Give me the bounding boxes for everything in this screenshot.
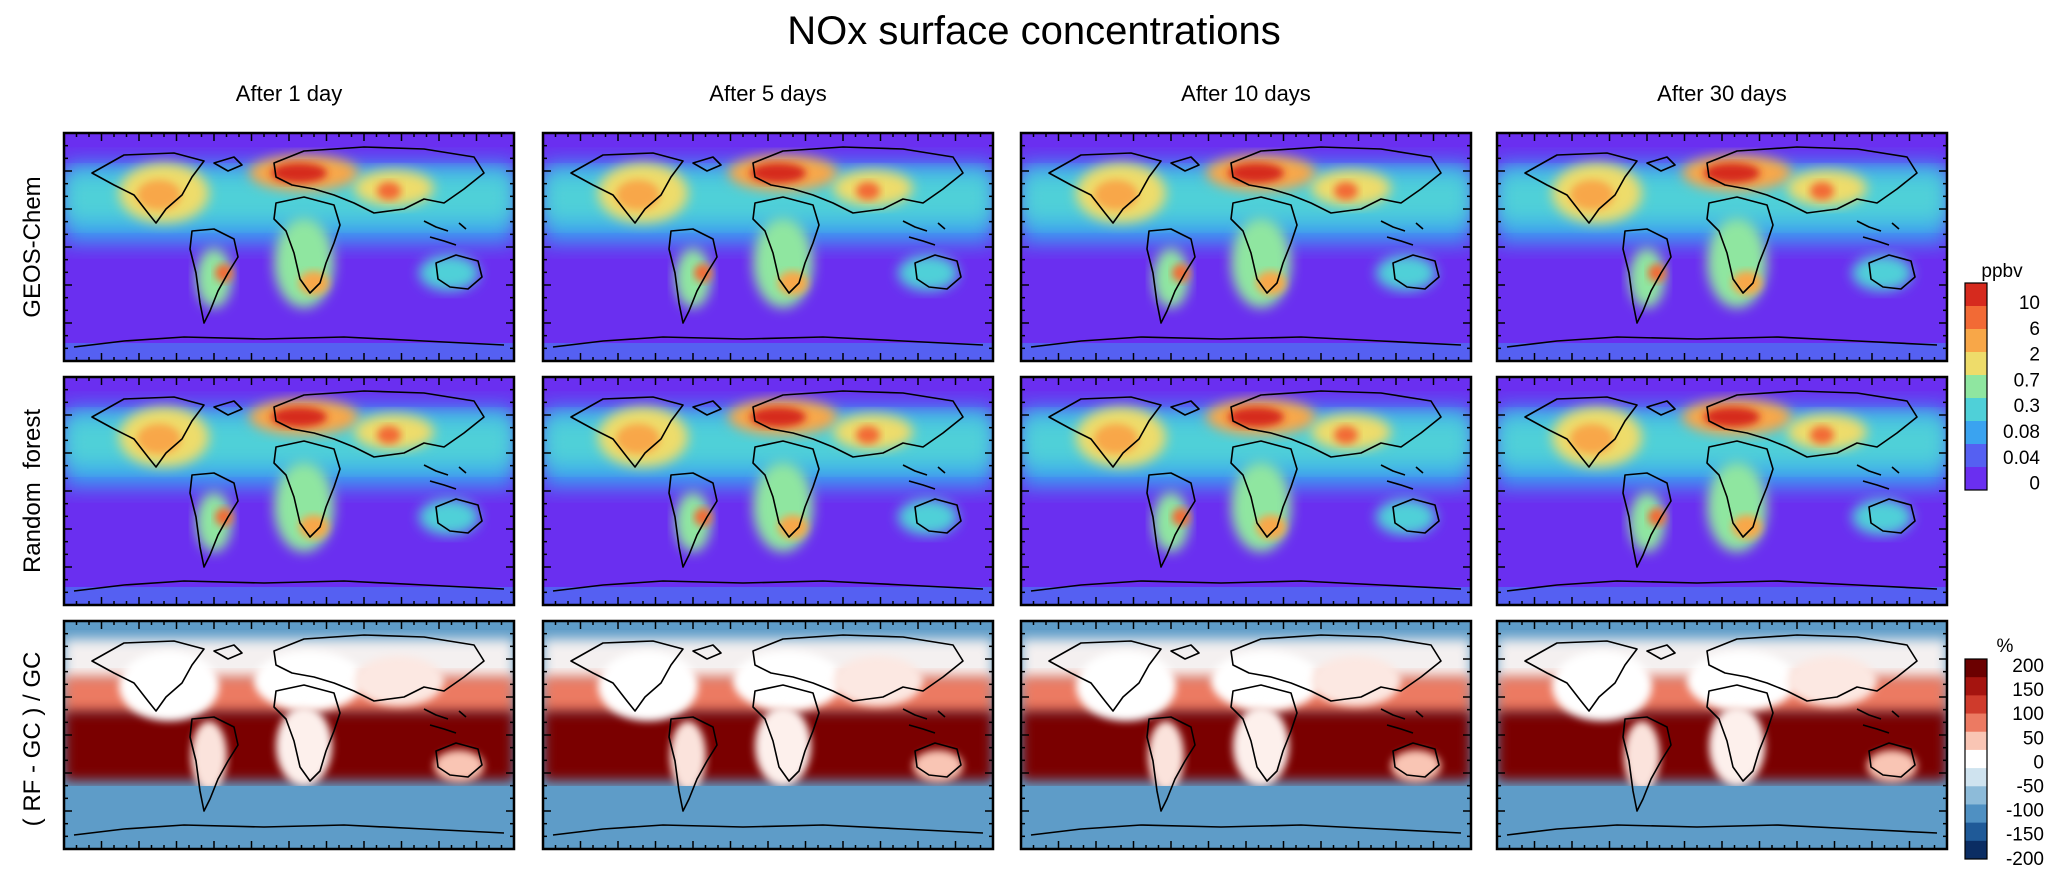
map-field: [64, 133, 514, 361]
map-panel: [1495, 131, 1949, 363]
map-panel: [1019, 619, 1473, 851]
colorbar-tick-label: 0: [2033, 752, 2044, 773]
row-label: GEOS-Chem: [19, 176, 46, 317]
column-header: After 30 days: [1657, 81, 1787, 106]
colorbar-tick-label: 0.7: [2014, 370, 2040, 391]
map-panel: [62, 375, 516, 607]
map-panel: [1495, 619, 1949, 851]
colorbar-swatch: [1965, 786, 1987, 805]
colorbar-tick-label: 0.08: [2003, 422, 2040, 443]
colorbar-swatch: [1965, 822, 1987, 842]
colorbar-tick-label: 10: [2019, 293, 2040, 314]
colorbar-swatch: [1965, 840, 1987, 860]
map-field: [1497, 133, 1947, 361]
colorbar-swatch: [1965, 768, 1987, 787]
colorbar-tick-label: -200: [2006, 849, 2044, 870]
map-panel: [541, 375, 995, 607]
map-field: [1497, 621, 1947, 849]
panel-ticks: [543, 377, 993, 605]
column-headers: After 1 day After 5 days After 10 days A…: [236, 81, 1787, 106]
column-header: After 5 days: [709, 81, 826, 106]
panel-ticks: [1497, 133, 1947, 361]
colorbar-ppbv: ppbv 10 6 2 0.7 0.3 0.08 0.04 0: [1964, 261, 2040, 495]
colorbar-swatch: [1965, 421, 1987, 445]
colorbar-swatch: [1965, 677, 1987, 696]
map-field: [1021, 621, 1471, 849]
colorbar-tick-label: 50: [2023, 728, 2044, 749]
colorbar-swatch: [1965, 283, 1987, 307]
figure-title: NOx surface concentrations: [787, 9, 1281, 53]
map-field: [543, 621, 993, 849]
row-label: Random forest: [19, 409, 46, 573]
colorbar-tick-label: 200: [2012, 656, 2044, 677]
map-field: [543, 133, 993, 361]
colorbar-tick-label: 6: [2029, 319, 2040, 340]
map-field: [64, 377, 514, 605]
colorbar-tick-label: 0.3: [2014, 396, 2040, 417]
panel-ticks: [1497, 377, 1947, 605]
panel-ticks: [543, 133, 993, 361]
map-panel: [541, 131, 995, 363]
map-field: [1497, 377, 1947, 605]
colorbar-swatch: [1965, 375, 1987, 399]
colorbar-tick-label: 150: [2012, 680, 2044, 701]
map-panels: [62, 131, 1949, 851]
colorbar-tick-label: 2: [2029, 345, 2040, 366]
colorbar-unit: %: [1997, 636, 2014, 657]
colorbar-swatch: [1965, 306, 1987, 330]
colorbar-frame: [1964, 658, 1988, 860]
colorbar-unit: ppbv: [1981, 261, 2023, 282]
map-field: [1021, 377, 1471, 605]
panel-ticks: [1021, 133, 1471, 361]
column-header: After 1 day: [236, 81, 342, 106]
map-panel: [62, 131, 516, 363]
colorbar-tick-label: 100: [2012, 704, 2044, 725]
panel-ticks: [64, 377, 514, 605]
colorbar-swatch: [1965, 659, 1987, 678]
colorbar-tick-label: -50: [2017, 777, 2044, 798]
colorbar-swatch: [1965, 695, 1987, 715]
panel-ticks: [64, 621, 514, 849]
panel-ticks: [543, 621, 993, 849]
panel-ticks: [64, 133, 514, 361]
colorbar-tick-label: -100: [2006, 801, 2044, 822]
colorbar-swatch: [1965, 352, 1987, 376]
colorbar-tick-label: 0: [2029, 474, 2040, 495]
map-panel: [1495, 375, 1949, 607]
panel-ticks: [1021, 621, 1471, 849]
colorbar-percent: % 200 150 100 50 0 -50 -100 -150 -200: [1964, 636, 2044, 870]
colorbar-swatch: [1965, 749, 1987, 769]
panel-ticks: [1497, 621, 1947, 849]
colorbar-swatch: [1965, 467, 1987, 491]
panel-ticks: [1021, 377, 1471, 605]
colorbar-swatch: [1965, 329, 1987, 353]
colorbar-swatch: [1965, 398, 1987, 422]
map-panel: [541, 619, 995, 851]
map-field: [64, 621, 514, 849]
map-field: [543, 377, 993, 605]
colorbar-tick-label: 0.04: [2003, 448, 2040, 469]
colorbar-swatch: [1965, 804, 1987, 824]
row-labels: GEOS-Chem Random forest ( RF - GC ) / GC: [19, 176, 46, 826]
map-field: [1021, 133, 1471, 361]
colorbar-swatch: [1965, 731, 1987, 751]
column-header: After 10 days: [1181, 81, 1311, 106]
colorbar-frame: [1964, 282, 1988, 491]
map-panel: [1019, 375, 1473, 607]
map-panel: [1019, 131, 1473, 363]
map-panel: [62, 619, 516, 851]
colorbar-swatch: [1965, 713, 1987, 733]
row-label: ( RF - GC ) / GC: [19, 652, 46, 827]
colorbar-swatch: [1965, 444, 1987, 468]
colorbar-tick-label: -150: [2006, 825, 2044, 846]
